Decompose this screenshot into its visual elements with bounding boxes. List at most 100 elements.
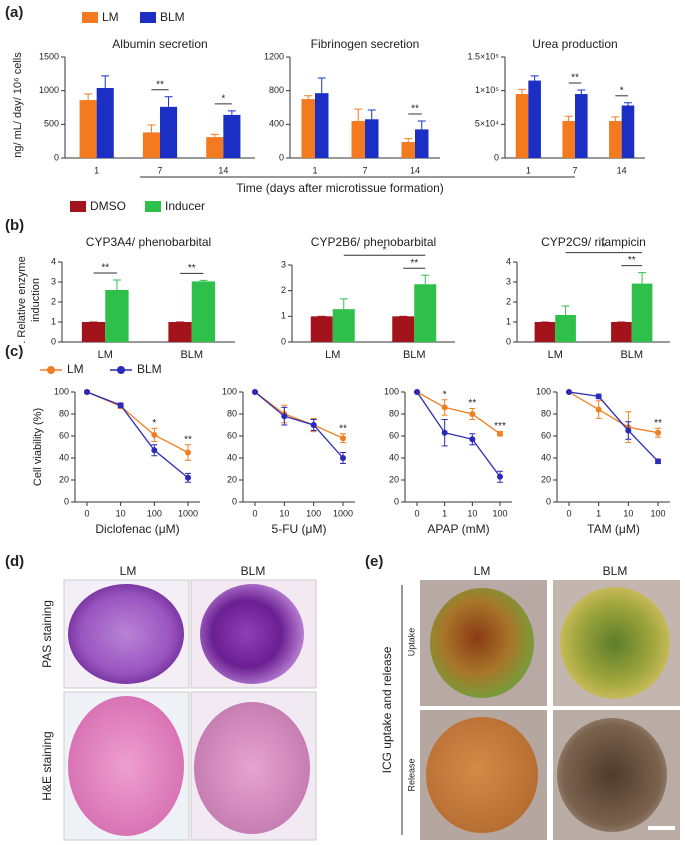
error-bar [199, 279, 208, 282]
x-tick-label: LM [325, 349, 340, 361]
y-axis-label: Cell viability (%) [32, 408, 44, 486]
x-tick-label: LM [548, 349, 563, 361]
bar [315, 93, 329, 158]
significance-label: * [602, 242, 606, 253]
y-tick-label: 1 [506, 316, 511, 326]
x-tick-label: 0 [414, 508, 419, 518]
legend-swatch [117, 366, 125, 374]
point [310, 422, 317, 428]
significance-label: ** [188, 263, 196, 274]
x-tick-label: 100 [306, 508, 321, 518]
point [655, 458, 661, 465]
bar [105, 290, 129, 342]
significance-label: ** [101, 263, 109, 274]
point [655, 429, 661, 436]
x-tick-label: 1 [526, 165, 531, 175]
bar [515, 94, 529, 158]
y-tick-label: 40 [59, 452, 69, 462]
y-tick-label: 80 [541, 408, 551, 418]
bar [611, 322, 632, 342]
point [497, 430, 503, 437]
x-tick-label: 1 [94, 165, 99, 175]
x-tick-label: 0 [566, 508, 571, 518]
x-axis-label: Diclofenac (μM) [95, 522, 179, 536]
significance-label: * [221, 94, 225, 105]
point [117, 402, 124, 409]
legend-swatch [145, 201, 161, 212]
bar [534, 322, 556, 342]
error-bar [404, 138, 413, 143]
bar [631, 283, 653, 342]
bar [206, 137, 224, 158]
bar [142, 132, 160, 158]
y-tick-label: 2 [51, 296, 56, 306]
bar [351, 120, 365, 158]
legend-swatch [47, 366, 55, 374]
error-bar [518, 88, 527, 95]
point [84, 389, 90, 395]
row-label: H&E staining [40, 731, 54, 800]
panel-label: (c) [5, 343, 23, 360]
column-label: BLM [241, 564, 266, 578]
chart-title: Albumin secretion [112, 37, 207, 51]
significance-label: ** [411, 104, 419, 115]
y-tick-label: 20 [541, 474, 551, 484]
legend-swatch [70, 201, 86, 212]
legend-label: DMSO [90, 199, 126, 213]
series-line [568, 391, 659, 462]
y-tick-label: 100 [54, 386, 69, 396]
y-tick-label: 1×10⁵ [475, 85, 499, 95]
bar [81, 322, 106, 342]
bar [79, 100, 97, 158]
x-tick-label: LM [98, 349, 113, 361]
x-tick-label: 14 [617, 165, 627, 175]
y-tick-label: 20 [59, 474, 69, 484]
y-tick-label: 0 [546, 496, 551, 506]
y-tick-label: 2 [506, 296, 511, 306]
chart-title: CYP2B6/ phenobarbital [311, 235, 436, 249]
y-tick-label: 100 [536, 386, 551, 396]
y-axis-label: . Relative enzyme [16, 256, 28, 343]
x-tick-label: 100 [650, 508, 665, 518]
significance-label: *** [494, 421, 506, 432]
bar [562, 120, 575, 158]
bar [332, 309, 355, 342]
error-bar [638, 272, 647, 284]
x-axis-label: TAM (μM) [587, 522, 640, 536]
significance-label: ** [184, 434, 192, 445]
x-tick-label: BLM [180, 349, 203, 361]
y-tick-label: 5×10⁴ [475, 119, 499, 129]
point [252, 389, 258, 395]
bar [301, 99, 315, 158]
error-bar [317, 77, 326, 94]
point [469, 436, 476, 443]
x-tick-label: 1 [596, 508, 601, 518]
panel-label: (b) [5, 217, 24, 234]
series-line [568, 391, 659, 434]
y-tick-label: 80 [59, 408, 69, 418]
point [151, 431, 158, 438]
y-tick-label: 4 [51, 256, 56, 266]
error-bar [227, 110, 236, 115]
bar [555, 315, 576, 342]
bar [168, 322, 192, 342]
y-tick-label: 1200 [264, 51, 284, 61]
bar [401, 142, 415, 158]
bar [528, 80, 541, 158]
y-tick-label: 60 [227, 430, 237, 440]
bar [160, 106, 178, 158]
error-bar [623, 102, 632, 106]
column-label: LM [474, 564, 491, 578]
column-label: LM [120, 564, 137, 578]
x-axis-label: 5-FU (μM) [272, 522, 327, 536]
significance-label: ** [156, 79, 164, 90]
point [566, 389, 572, 395]
bar [575, 94, 588, 158]
error-bar [354, 108, 363, 121]
error-bar [210, 133, 219, 138]
bar [365, 119, 379, 158]
y-tick-label: 60 [389, 430, 399, 440]
y-tick-label: 0 [54, 152, 59, 162]
point [151, 447, 158, 454]
column-label: BLM [603, 564, 628, 578]
